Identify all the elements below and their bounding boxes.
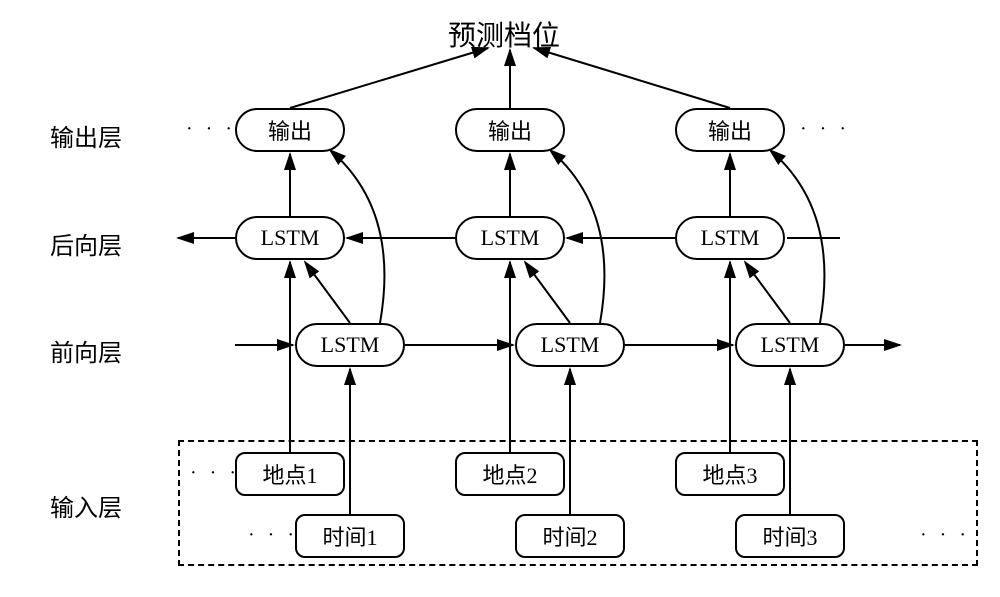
row-label-input: 输入层 — [50, 488, 122, 523]
backward-lstm-3: LSTM — [675, 216, 785, 260]
forward-lstm-3: LSTM — [735, 323, 845, 367]
location-2: 地点2 — [455, 452, 565, 496]
row-label-output: 输出层 — [50, 118, 122, 153]
time-1: 时间1 — [295, 514, 405, 558]
forward-lstm-2: LSTM — [515, 323, 625, 367]
row-label-forward: 前向层 — [50, 333, 122, 368]
row-label-backward: 后向层 — [50, 226, 122, 261]
output-node-1: 输出 — [235, 108, 345, 152]
ellipsis-output-right: · · · — [800, 118, 850, 141]
backward-lstm-2: LSTM — [455, 216, 565, 260]
ellipsis-time-right: · · · — [920, 524, 970, 547]
forward-lstm-1: LSTM — [295, 323, 405, 367]
time-2: 时间2 — [515, 514, 625, 558]
ellipsis-loc-left: · · · — [190, 462, 240, 485]
ellipsis-time-left: · · · — [248, 524, 298, 547]
backward-lstm-1: LSTM — [235, 216, 345, 260]
output-node-2: 输出 — [455, 108, 565, 152]
diagram-title: 预测档位 — [448, 14, 560, 54]
output-node-3: 输出 — [675, 108, 785, 152]
location-1: 地点1 — [235, 452, 345, 496]
location-3: 地点3 — [675, 452, 785, 496]
time-3: 时间3 — [735, 514, 845, 558]
ellipsis-output-left: · · · — [186, 118, 236, 141]
